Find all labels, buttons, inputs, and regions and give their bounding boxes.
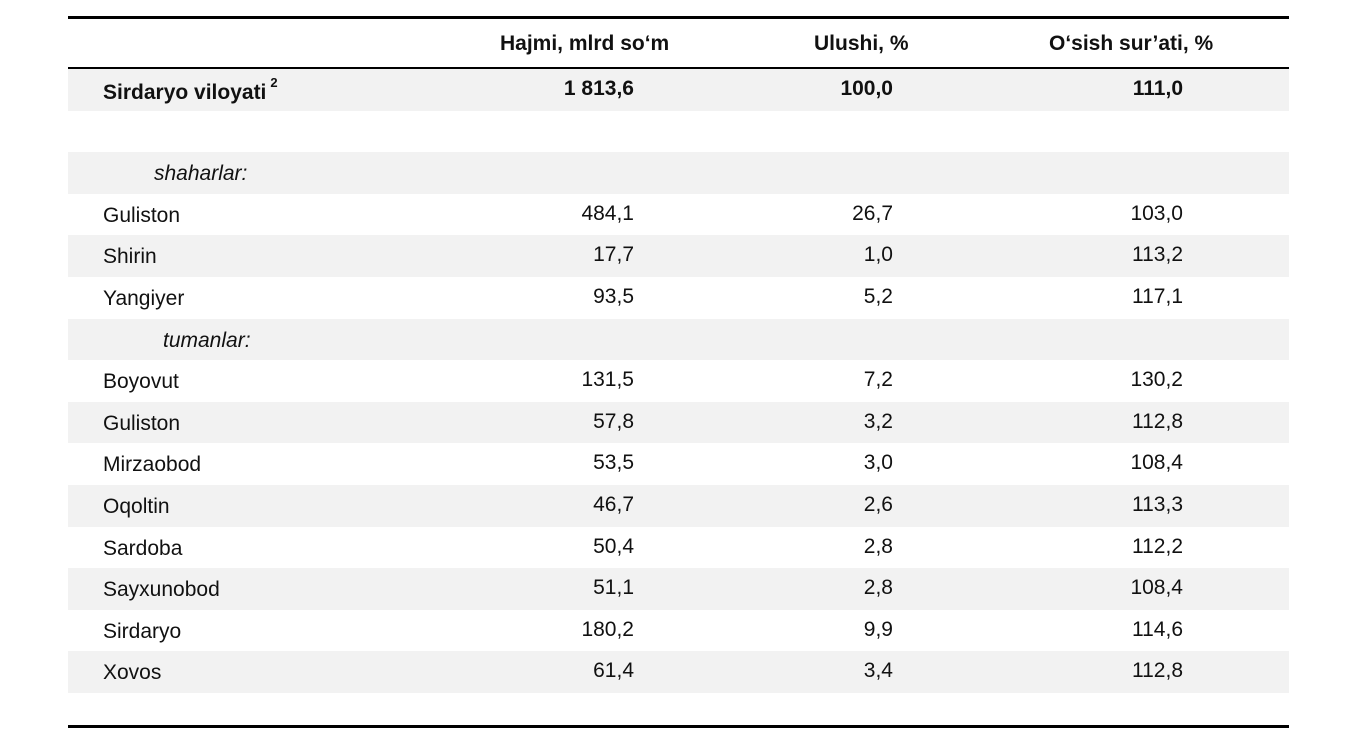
group-label: shaharlar: bbox=[154, 162, 248, 186]
table-spacer bbox=[68, 111, 1289, 153]
cell-share: 3,4 bbox=[863, 659, 893, 683]
statistics-table: Hajmi, mlrd so‘m Ulushi, % O‘sish sur’at… bbox=[68, 16, 1289, 693]
table-row: Boyovut 131,5 7,2 130,2 bbox=[68, 360, 1289, 402]
cell-growth: 112,2 bbox=[1132, 534, 1183, 558]
table-row: Shirin 17,7 1,0 113,2 bbox=[68, 235, 1289, 277]
cell-share: 9,9 bbox=[863, 617, 893, 641]
cell-share: 2,8 bbox=[863, 576, 893, 600]
cell-growth: 113,3 bbox=[1132, 492, 1183, 516]
header-share: Ulushi, % bbox=[814, 32, 909, 55]
group-label: tumanlar: bbox=[163, 328, 251, 352]
cell-growth: 103,0 bbox=[1130, 201, 1183, 225]
cell-share: 3,2 bbox=[863, 409, 893, 433]
table-row: Xovos 61,4 3,4 112,8 bbox=[68, 651, 1289, 693]
row-name: Boyovut bbox=[103, 370, 179, 394]
cell-share: 2,8 bbox=[863, 534, 893, 558]
table-row: Sirdaryo 180,2 9,9 114,6 bbox=[68, 610, 1289, 652]
cell-share: 2,6 bbox=[863, 492, 893, 516]
cell-volume: 484,1 bbox=[581, 201, 634, 225]
cell-volume: 61,4 bbox=[593, 659, 634, 683]
table-row: Mirzaobod 53,5 3,0 108,4 bbox=[68, 443, 1289, 485]
table-row: Sardoba 50,4 2,8 112,2 bbox=[68, 527, 1289, 569]
row-name: Sirdaryo bbox=[103, 619, 182, 643]
cell-volume: 17,7 bbox=[593, 243, 634, 267]
cell-growth: 112,8 bbox=[1132, 409, 1183, 433]
cell-growth: 114,6 bbox=[1132, 617, 1183, 641]
table-row: Sayxunobod 51,1 2,8 108,4 bbox=[68, 568, 1289, 610]
cell-volume: 180,2 bbox=[581, 617, 634, 641]
cell-growth: 108,4 bbox=[1130, 576, 1183, 600]
cell-volume: 53,5 bbox=[593, 451, 634, 475]
table-top-rule bbox=[68, 16, 1289, 19]
cell-share: 5,2 bbox=[863, 284, 893, 308]
row-name: Guliston bbox=[103, 203, 181, 227]
table-row-total: Sirdaryo viloyati 2 1 813,6 100,0 111,0 bbox=[68, 69, 1289, 111]
cell-volume: 46,7 bbox=[593, 492, 634, 516]
footnote-marker: 2 bbox=[270, 75, 278, 90]
row-name: Shirin bbox=[103, 245, 157, 269]
row-name: Sirdaryo viloyati 2 bbox=[103, 75, 278, 104]
cell-growth: 111,0 bbox=[1132, 77, 1183, 100]
row-name: Xovos bbox=[103, 661, 162, 685]
cell-volume: 57,8 bbox=[593, 409, 634, 433]
cell-volume: 131,5 bbox=[581, 368, 634, 392]
header-growth: O‘sish sur’ati, % bbox=[1049, 32, 1214, 55]
cell-volume: 93,5 bbox=[593, 284, 634, 308]
cell-growth: 108,4 bbox=[1130, 451, 1183, 475]
cell-volume: 1 813,6 bbox=[563, 77, 634, 100]
cell-growth: 112,8 bbox=[1132, 659, 1183, 683]
row-name: Guliston bbox=[103, 411, 181, 435]
table-row: Guliston 57,8 3,2 112,8 bbox=[68, 401, 1289, 444]
cell-volume: 50,4 bbox=[593, 534, 634, 558]
row-name: Oqoltin bbox=[103, 494, 170, 518]
cell-growth: 117,1 bbox=[1132, 284, 1183, 308]
row-name: Sayxunobod bbox=[103, 578, 220, 602]
cell-growth: 113,2 bbox=[1132, 243, 1183, 267]
table-row: Oqoltin 46,7 2,6 113,3 bbox=[68, 484, 1289, 527]
row-name: Yangiyer bbox=[103, 286, 185, 310]
group-label-cities: shaharlar: bbox=[68, 152, 1289, 194]
header-volume: Hajmi, mlrd so‘m bbox=[500, 32, 670, 55]
table-header-row: Hajmi, mlrd so‘m Ulushi, % O‘sish sur’at… bbox=[68, 19, 1289, 69]
cell-volume: 51,1 bbox=[593, 576, 634, 600]
cell-growth: 130,2 bbox=[1130, 368, 1183, 392]
table-bottom-rule bbox=[68, 725, 1289, 728]
table-row: Yangiyer 93,5 5,2 117,1 bbox=[68, 277, 1289, 319]
row-name: Sardoba bbox=[103, 536, 183, 560]
row-name: Mirzaobod bbox=[103, 453, 202, 477]
cell-share: 1,0 bbox=[863, 243, 893, 267]
cell-share: 3,0 bbox=[863, 451, 893, 475]
cell-share: 100,0 bbox=[840, 77, 893, 100]
cell-share: 7,2 bbox=[863, 368, 893, 392]
group-label-districts: tumanlar: bbox=[68, 318, 1289, 361]
table-row: Guliston 484,1 26,7 103,0 bbox=[68, 194, 1289, 236]
cell-share: 26,7 bbox=[852, 201, 893, 225]
